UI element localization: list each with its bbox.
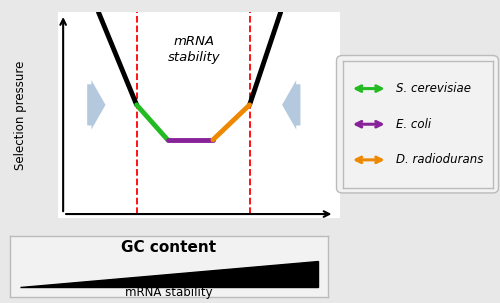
Text: GC content: GC content [121,240,216,255]
Text: mRNA stability: mRNA stability [125,286,212,299]
Text: S. cerevisiae: S. cerevisiae [396,82,471,95]
FancyBboxPatch shape [336,55,498,193]
Text: mRNA
stability: mRNA stability [168,35,221,64]
FancyArrow shape [87,80,106,130]
Text: E. coli: E. coli [396,118,432,131]
Polygon shape [20,261,318,287]
Text: D. radiodurans: D. radiodurans [396,153,484,166]
Text: Selection pressure: Selection pressure [14,61,28,170]
FancyArrow shape [282,80,300,130]
